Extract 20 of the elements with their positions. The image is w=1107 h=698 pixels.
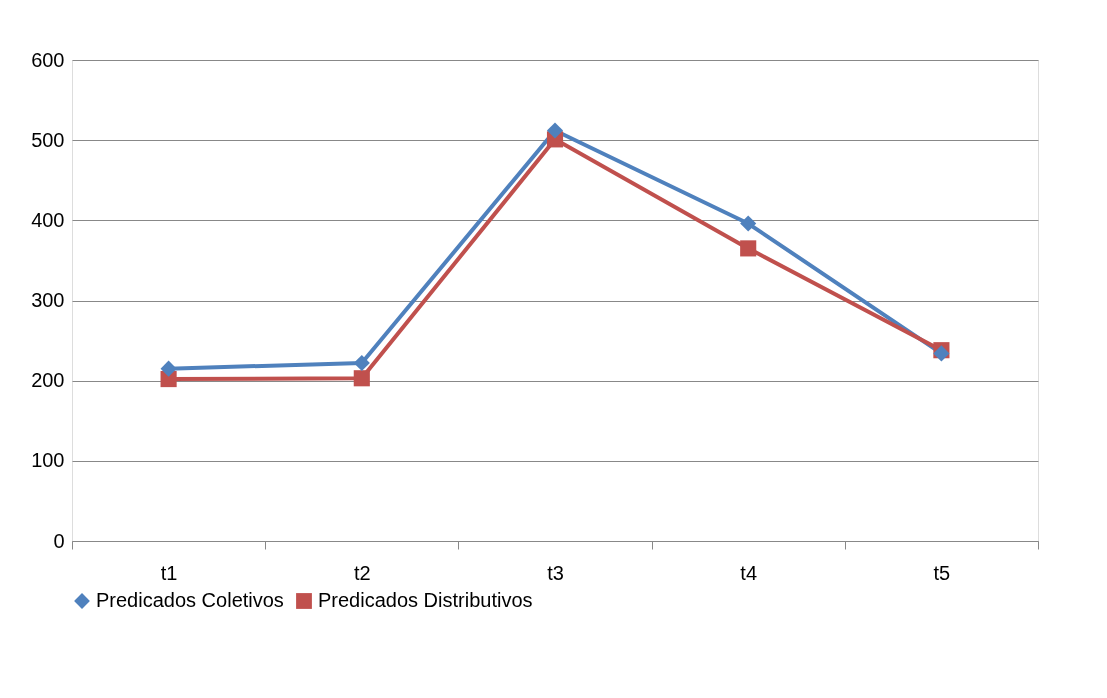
y-tick-label: 500 [31,128,65,151]
point [160,360,177,377]
y-tick-label: 400 [31,208,65,231]
y-tick-label: 100 [31,449,65,472]
x-tick-label: t4 [740,561,758,584]
point [740,240,757,257]
x-tick-label: t5 [933,561,951,584]
y-tick-label: 600 [31,48,65,71]
y-tick-label: 200 [31,369,65,392]
point [740,215,757,232]
legend-label: Predicados Coletivos [96,589,284,611]
x-tick-label: t1 [160,561,178,584]
x-tick-label: t2 [353,561,371,584]
x-tick-label: t3 [547,561,564,584]
point [353,354,370,372]
y-tick-label: 300 [31,289,65,311]
point [546,122,564,139]
legend-label: Predicados Distributivos [318,589,533,611]
y-tick-label: 0 [53,529,65,552]
point [353,370,370,387]
